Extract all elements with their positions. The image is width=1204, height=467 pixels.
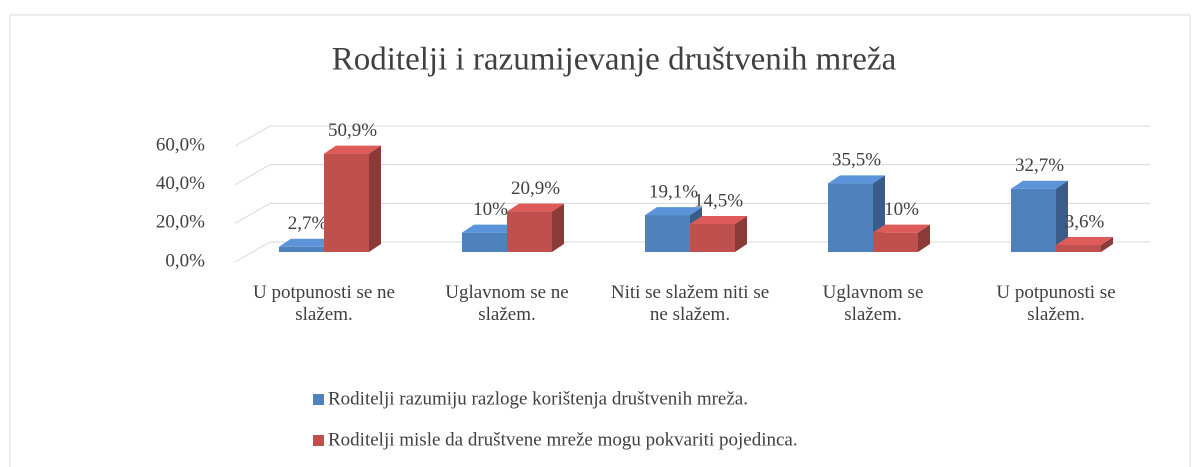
x-tick-label: Niti se slažem niti se ne slažem. (610, 282, 770, 325)
bar (462, 232, 507, 252)
data-label: 19,1% (649, 181, 698, 202)
chart-title: Roditelji i razumijevanje društvenih mre… (332, 42, 897, 78)
bar-side (1056, 180, 1068, 252)
data-label: 50,9% (328, 120, 377, 141)
bar (324, 153, 369, 252)
bar (1011, 188, 1056, 252)
bar (690, 223, 735, 252)
bar-side (552, 203, 564, 252)
data-label: 10% (884, 199, 919, 220)
bar-top (690, 215, 747, 224)
bar-side (735, 215, 747, 252)
bar-side (1101, 237, 1113, 252)
bar-top (324, 145, 381, 154)
data-label: 35,5% (832, 150, 881, 171)
bar (873, 232, 918, 252)
bar-top (645, 207, 702, 216)
data-label: 3,6% (1065, 211, 1105, 232)
y-tick-label: 0,0% (165, 250, 205, 271)
bar-top (1011, 180, 1068, 189)
bar-top (507, 203, 564, 212)
data-label: 10% (473, 199, 508, 220)
x-tick-label: U potpunosti se slažem. (996, 282, 1116, 325)
bar-top (828, 175, 885, 184)
bar-side (369, 145, 381, 252)
data-label: 20,9% (511, 178, 560, 199)
x-tick-label: Uglavnom se slažem. (822, 282, 924, 325)
x-tick-label: U potpunosti se ne slažem. (253, 282, 395, 325)
legend-label: Roditelji misle da društvene mreže mogu … (328, 429, 798, 450)
bar (645, 215, 690, 252)
legend-swatch (313, 394, 324, 405)
data-label: 14,5% (694, 190, 743, 211)
bar-top (873, 224, 930, 233)
bar (1056, 245, 1101, 252)
bar (828, 183, 873, 252)
data-label: 32,7% (1015, 155, 1064, 176)
x-tick-label: Uglavnom se ne slažem. (445, 282, 569, 325)
bar-top (462, 224, 519, 233)
bar-top (279, 238, 336, 247)
legend-label: Roditelji razumiju razloge korištenja dr… (328, 388, 748, 409)
data-label: 2,7% (288, 213, 328, 234)
y-tick-label: 60,0% (156, 134, 205, 155)
bar (507, 211, 552, 252)
grid-line (234, 125, 1150, 147)
y-tick-label: 20,0% (156, 212, 205, 233)
bar-side (918, 224, 930, 252)
y-tick-label: 40,0% (156, 173, 205, 194)
legend-swatch (313, 435, 324, 446)
bar-top (1056, 237, 1113, 246)
grid-line (234, 164, 1150, 186)
bar (279, 246, 324, 252)
chart-border (9, 14, 1191, 467)
